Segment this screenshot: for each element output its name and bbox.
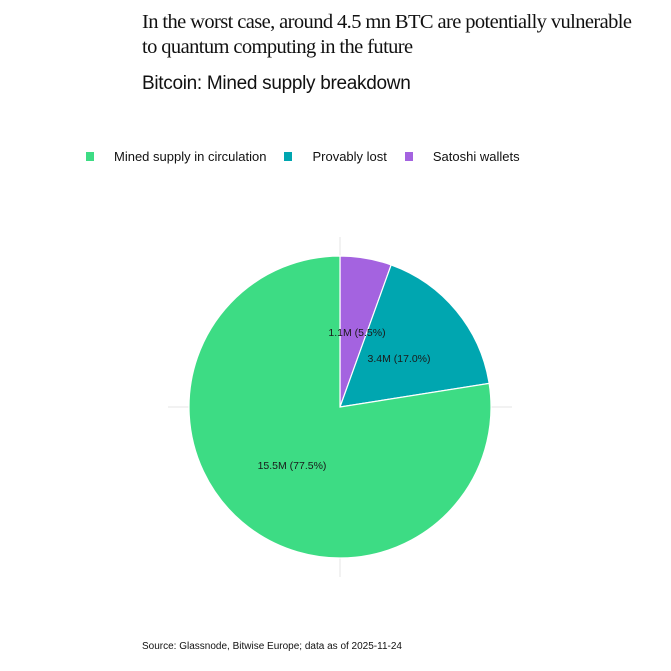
legend-label: Satoshi wallets [432, 149, 520, 164]
data-label-circulation: 15.5M (77.5%) [258, 460, 327, 472]
legend-swatch-circulation [86, 152, 94, 161]
legend-item-circulation[interactable]: Mined supply in circulation [86, 149, 266, 164]
legend-label: Provably lost [312, 149, 387, 164]
chart-title: Bitcoin: Mined supply breakdown [142, 73, 411, 94]
legend-swatch-satoshi-wallets [404, 152, 413, 161]
chart-headline: In the worst case, around 4.5 mn BTC are… [142, 11, 632, 58]
legend-swatch-provably-lost [284, 152, 293, 161]
legend-label: Mined supply in circulation [114, 149, 267, 164]
legend-item-provably-lost[interactable]: Provably lost [284, 149, 387, 164]
source-note: Source: Glassnode, Bitwise Europe; data … [142, 641, 402, 652]
data-label-provably-lost: 3.4M (17.0%) [367, 353, 430, 365]
legend: Mined supply in circulation Provably los… [86, 149, 538, 164]
pie-slices [188, 255, 492, 559]
data-label-satoshi: 1.1M (5.5%) [328, 327, 385, 339]
legend-item-satoshi-wallets[interactable]: Satoshi wallets [404, 149, 520, 164]
pie-slice-circulation[interactable] [188, 255, 492, 559]
pie-slice-provably-lost[interactable] [339, 264, 490, 408]
